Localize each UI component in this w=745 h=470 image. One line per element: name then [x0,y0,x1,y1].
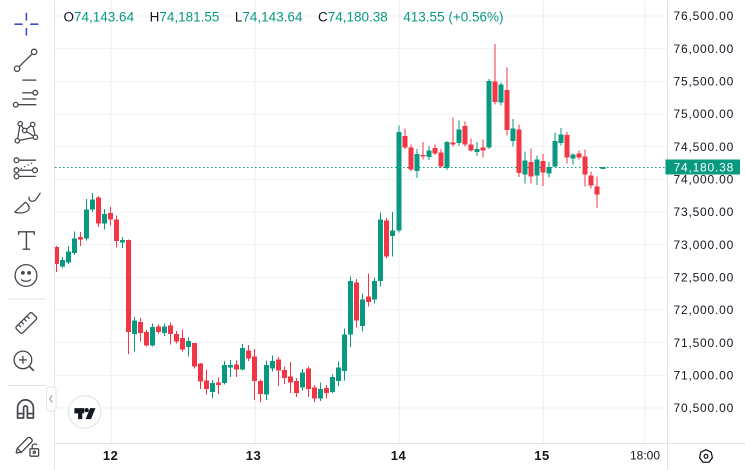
svg-text:73,000.00: 73,000.00 [674,238,735,252]
svg-text:72,000.00: 72,000.00 [674,303,735,317]
svg-text:74,500.00: 74,500.00 [674,140,735,154]
svg-text:70,500.00: 70,500.00 [674,401,735,415]
svg-text:12: 12 [103,448,118,463]
svg-text:75,500.00: 75,500.00 [674,74,735,88]
svg-text:15: 15 [534,448,549,463]
svg-text:74,180.38: 74,180.38 [674,160,735,174]
svg-text:71,500.00: 71,500.00 [674,336,735,350]
svg-text:13: 13 [246,448,261,463]
svg-text:76,500.00: 76,500.00 [674,9,735,23]
svg-text:76,000.00: 76,000.00 [674,42,735,56]
svg-text:72,500.00: 72,500.00 [674,270,735,284]
svg-text:71,000.00: 71,000.00 [674,368,735,382]
svg-text:18:00: 18:00 [630,449,660,463]
svg-text:75,000.00: 75,000.00 [674,107,735,121]
svg-text:73,500.00: 73,500.00 [674,205,735,219]
svg-text:14: 14 [391,448,407,463]
svg-text:74,000.00: 74,000.00 [674,172,735,186]
